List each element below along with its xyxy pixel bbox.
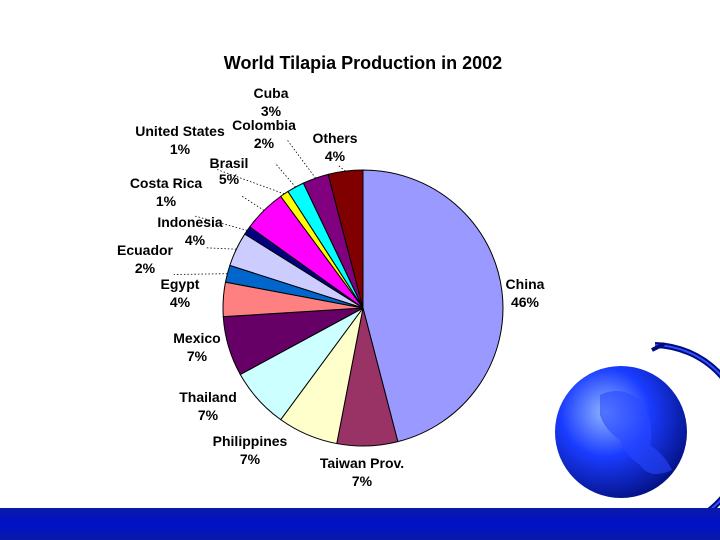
slice-label: Taiwan Prov. — [320, 455, 404, 471]
leader-line — [338, 165, 346, 172]
slice-percent-label: 7% — [240, 451, 261, 467]
slice-percent-label: 46% — [511, 294, 540, 310]
slice-labels: China 46% Taiwan Prov. 7% Philippines 7% Thail… — [117, 85, 545, 489]
slice-percent-label: 2% — [135, 260, 156, 276]
slice-percent-label: 1% — [170, 141, 191, 157]
globe-icon — [555, 342, 720, 536]
leader-line — [173, 273, 228, 275]
slice-percent-label: 1% — [156, 193, 177, 209]
slice-percent-label: 4% — [170, 294, 191, 310]
footer-bar — [0, 508, 720, 540]
slice-percent-label: 7% — [198, 407, 219, 423]
slice-label: Others — [312, 130, 357, 146]
slice-label: Costa Rica — [130, 175, 203, 191]
leader-lines — [173, 138, 346, 275]
slice-percent-label: 5% — [219, 171, 240, 187]
slice-label: Egypt — [161, 276, 200, 292]
slice-label: Colombia — [232, 117, 296, 133]
slice-label: Mexico — [173, 330, 220, 346]
leader-line — [206, 247, 237, 250]
slice-percent-label: 4% — [185, 232, 206, 248]
chart-title: World Tilapia Production in 2002 — [224, 53, 502, 73]
slice-label: Ecuador — [117, 242, 174, 258]
slice-percent-label: 3% — [261, 103, 282, 119]
slice-percent-label: 2% — [254, 135, 275, 151]
slice-label: United States — [135, 123, 225, 139]
slice-percent-label: 4% — [325, 148, 346, 164]
leader-line — [241, 195, 265, 211]
slice-label: Cuba — [254, 85, 289, 101]
slice-label: China — [506, 276, 545, 292]
slice-label: Thailand — [179, 389, 237, 405]
leader-line — [194, 215, 248, 231]
leader-line — [274, 162, 296, 188]
slice-percent-label: 7% — [187, 348, 208, 364]
pie-slices — [222, 169, 504, 447]
slice-percent-label: 7% — [352, 473, 373, 489]
leader-line — [286, 138, 316, 179]
slice-label: Brasil — [210, 155, 249, 171]
slice-label: Philippines — [213, 433, 288, 449]
leader-line — [216, 168, 285, 195]
slice-label: Indonesia — [157, 214, 223, 230]
pie-slice-china — [362, 169, 504, 443]
